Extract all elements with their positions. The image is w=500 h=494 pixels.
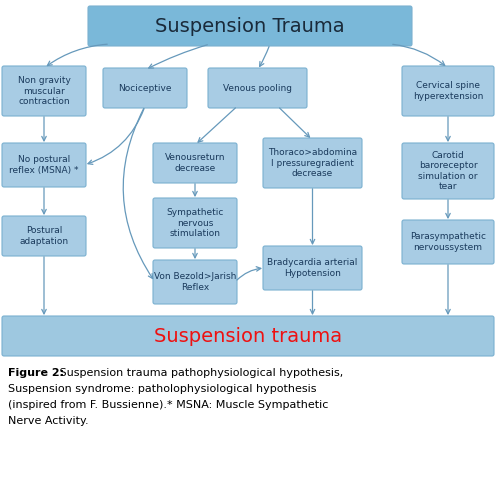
FancyBboxPatch shape [402,66,494,116]
FancyBboxPatch shape [402,143,494,199]
Text: Nociceptive: Nociceptive [118,83,172,92]
FancyBboxPatch shape [2,143,86,187]
FancyBboxPatch shape [208,68,307,108]
FancyBboxPatch shape [263,138,362,188]
Text: Von Bezold>Jarish
Reflex: Von Bezold>Jarish Reflex [154,272,236,291]
FancyBboxPatch shape [402,220,494,264]
FancyBboxPatch shape [153,143,237,183]
Text: Sympathetic
nervous
stimulation: Sympathetic nervous stimulation [166,208,224,238]
Text: Suspension trauma pathophysiological hypothesis,: Suspension trauma pathophysiological hyp… [56,368,343,378]
Text: Parasympathetic
nervoussystem: Parasympathetic nervoussystem [410,232,486,252]
Text: Suspension trauma: Suspension trauma [154,327,342,345]
FancyBboxPatch shape [2,216,86,256]
Text: (inspired from F. Bussienne).* MSNA: Muscle Sympathetic: (inspired from F. Bussienne).* MSNA: Mus… [8,400,328,410]
Text: Figure 2:: Figure 2: [8,368,64,378]
Text: No postural
reflex (MSNA) *: No postural reflex (MSNA) * [9,155,79,175]
Text: Bradycardia arterial
Hypotension: Bradycardia arterial Hypotension [268,258,358,278]
Text: Nerve Activity.: Nerve Activity. [8,416,88,426]
Text: Suspension Trauma: Suspension Trauma [155,16,345,36]
Text: Venousreturn
decrease: Venousreturn decrease [165,153,225,173]
FancyBboxPatch shape [103,68,187,108]
Text: Thoraco>abdomina
l pressuregradient
decrease: Thoraco>abdomina l pressuregradient decr… [268,148,357,178]
Text: Suspension syndrome: patholophysiological hypothesis: Suspension syndrome: patholophysiologica… [8,384,316,394]
Text: Venous pooling: Venous pooling [223,83,292,92]
Text: Carotid
baroreceptor
simulation or
tear: Carotid baroreceptor simulation or tear [418,151,478,191]
FancyBboxPatch shape [153,260,237,304]
Text: Non gravity
muscular
contraction: Non gravity muscular contraction [18,76,70,106]
FancyBboxPatch shape [2,66,86,116]
Text: Postural
adaptation: Postural adaptation [20,226,68,246]
Text: Cervical spine
hyperextension: Cervical spine hyperextension [413,82,483,101]
FancyBboxPatch shape [263,246,362,290]
FancyBboxPatch shape [2,316,494,356]
FancyBboxPatch shape [88,6,412,46]
FancyBboxPatch shape [153,198,237,248]
